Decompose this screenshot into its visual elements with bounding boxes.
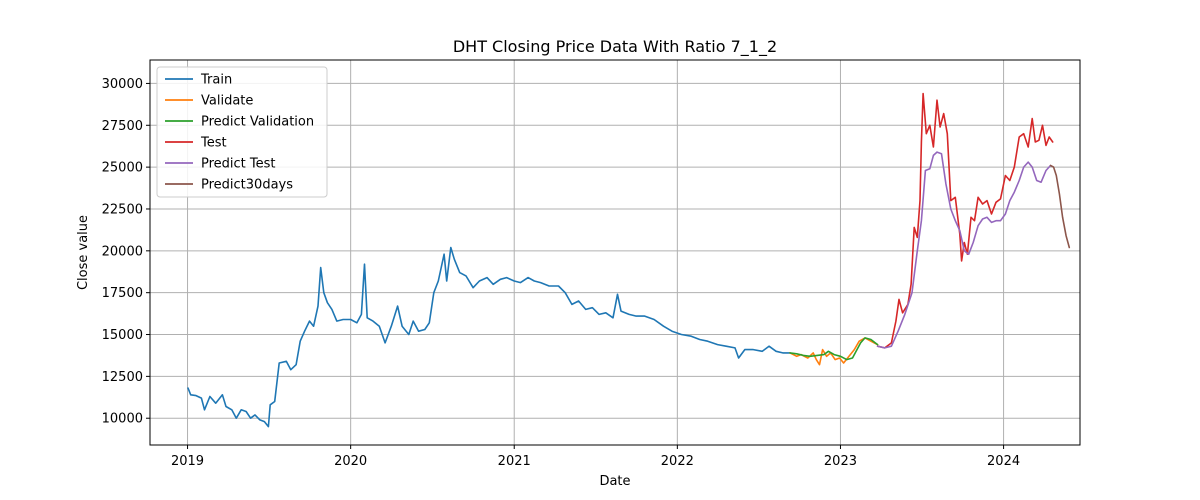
y-tick-label: 20000 <box>102 244 143 259</box>
y-tick-label: 15000 <box>102 328 143 343</box>
legend: Train Validate Predict Validation Test Predi… <box>156 66 328 198</box>
legend-label-predict30days: Predict30days <box>201 178 293 193</box>
axis-ticks: 2019 2020 2021 2022 2023 2024 10000 12500 15000 1… <box>102 77 1020 469</box>
chart-title: DHT Closing Price Data With Ratio 7_1_2 <box>453 37 777 57</box>
plot-frame <box>149 59 1081 446</box>
y-tick-label: 27500 <box>102 119 143 134</box>
y-tick-label: 22500 <box>102 202 143 217</box>
y-axis-title: Close value <box>76 215 91 290</box>
x-tick-label: 2024 <box>987 454 1020 469</box>
plot-series <box>187 92 1071 428</box>
legend-label-validate: Validate <box>201 94 253 109</box>
x-tick-label: 2020 <box>334 454 367 469</box>
legend-box <box>156 66 328 198</box>
series-line-predict-test <box>876 151 1052 349</box>
y-tick-label: 25000 <box>102 161 143 176</box>
grid <box>150 60 1080 445</box>
series-line-predict30days <box>1049 164 1071 249</box>
y-tick-label: 12500 <box>102 370 143 385</box>
x-tick-label: 2019 <box>171 454 204 469</box>
legend-label-test: Test <box>200 136 227 151</box>
y-tick-label: 17500 <box>102 286 143 301</box>
legend-label-train: Train <box>200 73 232 88</box>
series-line-test <box>876 92 1054 349</box>
series-line-predict-validation <box>789 337 879 361</box>
y-tick-label: 10000 <box>102 412 143 427</box>
x-tick-label: 2023 <box>824 454 857 469</box>
x-tick-label: 2022 <box>661 454 694 469</box>
x-tick-label: 2021 <box>498 454 531 469</box>
legend-label-predict-validation: Predict Validation <box>201 115 314 130</box>
y-tick-label: 30000 <box>102 77 143 92</box>
series-line-train <box>187 246 791 428</box>
x-axis-title: Date <box>599 474 630 489</box>
legend-label-predict-test: Predict Test <box>201 157 276 172</box>
